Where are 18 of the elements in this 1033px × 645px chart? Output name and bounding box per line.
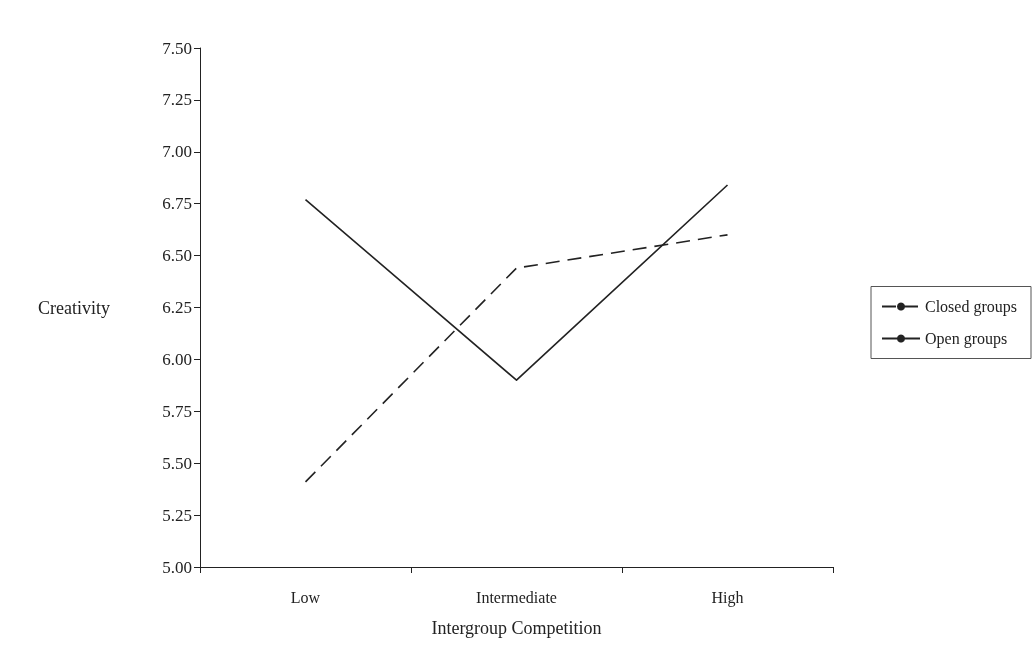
y-tick-label: 6.25 xyxy=(162,298,192,317)
y-tick-label: 5.25 xyxy=(162,505,192,525)
x-tick-label: Low xyxy=(290,588,321,606)
y-tick-label: 5.75 xyxy=(162,401,192,421)
y-axis-title: Creativity xyxy=(38,297,110,318)
legend-label: Open groups xyxy=(925,330,1008,348)
x-tick-label: High xyxy=(711,588,744,607)
y-tick-label: 6.00 xyxy=(162,349,192,369)
y-tick-label: 7.25 xyxy=(162,90,192,110)
x-tick-label: Intermediate xyxy=(476,588,557,606)
y-tick-label: 6.75 xyxy=(162,194,192,214)
y-tick-label: 6.50 xyxy=(162,246,192,266)
y-tick-label: 7.00 xyxy=(162,142,192,162)
y-tick-label: 7.50 xyxy=(162,38,192,58)
y-tick-label: 5.50 xyxy=(162,453,192,473)
legend-label: Closed groups xyxy=(925,298,1017,316)
x-axis-title: Intergroup Competition xyxy=(431,618,602,638)
y-tick-label: 5.00 xyxy=(162,557,192,577)
